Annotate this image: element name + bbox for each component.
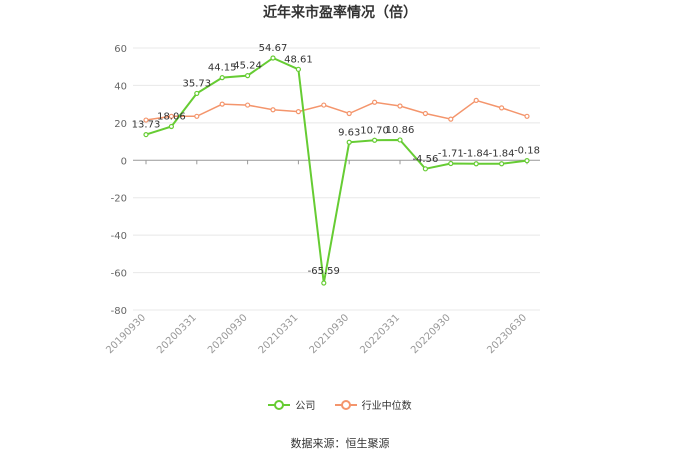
legend-label-industry: 行业中位数: [361, 401, 412, 412]
x-tick-label: 20210930: [308, 312, 352, 356]
industry-data-point: [270, 107, 276, 113]
legend-item-company[interactable]: 公司: [268, 397, 315, 412]
industry-data-point: [143, 117, 149, 123]
x-tick-label: 20220930: [409, 312, 453, 356]
y-tick-label: -80: [111, 306, 127, 317]
y-tick-label: 0: [121, 156, 127, 167]
industry-data-point: [372, 99, 378, 105]
company-data-point: [473, 161, 479, 167]
legend-item-industry[interactable]: 行业中位数: [334, 397, 412, 412]
x-tick-label: 20200331: [155, 312, 199, 356]
industry-data-point: [194, 113, 200, 119]
industry-data-point: [321, 102, 327, 108]
industry-data-point: [219, 101, 225, 107]
chart-legend: 公司 行业中位数: [0, 397, 680, 413]
y-tick-label: 40: [114, 81, 127, 92]
industry-data-point: [168, 113, 174, 119]
industry-data-point: [422, 110, 428, 117]
company-series-line: [145, 56, 528, 284]
data-source-note: 数据来源：恒生聚源: [290, 437, 390, 450]
company-data-point: [524, 158, 530, 164]
industry-data-point: [397, 103, 403, 109]
x-tick-label: 20210331: [257, 312, 301, 356]
industry-data-point: [346, 110, 352, 117]
company-data-point: [372, 137, 378, 143]
company-data-label: 48.61: [284, 54, 313, 65]
company-data-point: [219, 75, 225, 81]
chart-title: 近年来市盈率情况（倍）: [263, 5, 417, 21]
y-tick-label: -60: [111, 269, 127, 280]
company-data-point: [295, 66, 301, 72]
company-data-point: [346, 139, 352, 145]
legend-swatch-industry: [334, 399, 357, 410]
company-data-label: 44.15: [208, 63, 237, 74]
company-data-label: -65.59: [308, 266, 340, 277]
company-data-point: [422, 166, 428, 172]
company-data-point: [245, 73, 251, 79]
industry-data-point: [499, 105, 505, 111]
industry-data-point: [448, 116, 454, 122]
industry-data-point: [295, 109, 301, 115]
company-data-point: [168, 123, 174, 130]
company-data-label: -1.71: [438, 148, 464, 159]
company-data-point: [143, 131, 149, 138]
company-data-point: [499, 161, 505, 167]
company-data-point: [397, 137, 403, 143]
industry-data-point: [473, 97, 479, 104]
company-data-point: [321, 280, 327, 286]
company-data-point: [270, 55, 276, 61]
company-data-label: -0.18: [514, 146, 540, 157]
company-data-label: -4.56: [412, 154, 438, 165]
y-tick-label: -40: [111, 231, 127, 242]
y-tick-label: 20: [114, 119, 127, 130]
company-data-point: [448, 160, 454, 167]
company-data-point: [194, 90, 200, 97]
industry-data-point: [524, 113, 530, 119]
industry-data-point: [245, 102, 251, 108]
company-data-label: 13.73: [132, 120, 161, 131]
legend-swatch-company: [268, 399, 291, 410]
x-tick-label: 20220331: [358, 312, 402, 356]
y-tick-label: -20: [111, 194, 127, 205]
industry-series-line: [145, 99, 528, 121]
company-data-label: 9.63: [338, 127, 360, 138]
company-data-label: -1.84: [463, 149, 489, 160]
company-data-label: 35.73: [182, 78, 211, 89]
x-tick-label: 20200930: [206, 312, 250, 356]
company-data-label: 45.24: [233, 61, 262, 72]
legend-label-company: 公司: [295, 401, 316, 412]
company-data-label: 54.67: [259, 43, 288, 54]
x-tick-label: 20230630: [485, 312, 529, 356]
company-data-label: 10.86: [386, 125, 415, 136]
company-data-label: -1.84: [489, 149, 515, 160]
y-tick-label: 60: [114, 44, 127, 55]
company-data-label: 10.70: [360, 125, 389, 136]
company-data-label: 18.06: [157, 111, 186, 122]
x-tick-label: 20190930: [104, 312, 148, 356]
